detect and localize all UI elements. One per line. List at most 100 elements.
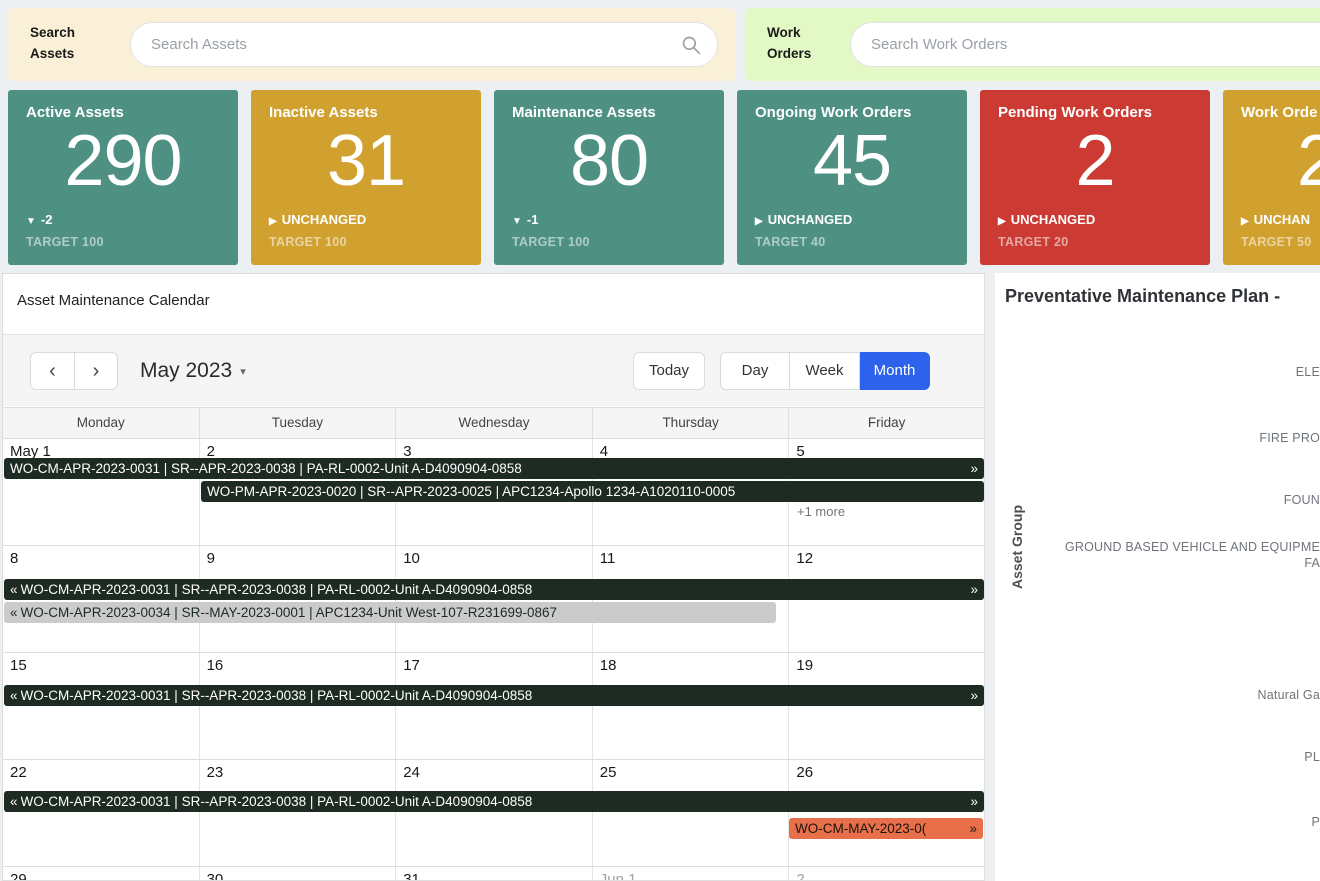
search-work-orders-field[interactable] <box>850 22 1320 67</box>
day-cell[interactable]: 19 <box>796 657 814 674</box>
triangle-right-icon: ▶ <box>755 216 763 227</box>
today-button[interactable]: Today <box>633 352 705 390</box>
chevron-down-icon: ▾ <box>240 366 246 378</box>
day-cell[interactable]: 16 <box>200 653 397 759</box>
day-header-monday: Monday <box>3 408 200 438</box>
preventative-maintenance-panel: Preventative Maintenance Plan - Asset Gr… <box>995 273 1320 881</box>
continues-left-icon: « <box>10 794 18 809</box>
kpi-value: 2 <box>1297 121 1320 201</box>
pm-category-label: FOUN <box>1283 493 1320 507</box>
search-work-orders-label: Work Orders <box>767 25 812 61</box>
calendar-event[interactable]: « WO-CM-APR-2023-0034 | SR--MAY-2023-000… <box>4 602 776 623</box>
day-cell[interactable]: May 1 <box>3 439 200 545</box>
kpi-title: Inactive Assets <box>269 104 378 121</box>
day-header-friday: Friday <box>867 415 906 430</box>
calendar-toolbar: ‹ › May 2023 ▾ Today Day Week Month <box>3 334 984 406</box>
calendar-event[interactable]: WO-PM-APR-2023-0020 | SR--APR-2023-0025 … <box>201 481 984 502</box>
triangle-right-icon: ▶ <box>1241 216 1249 227</box>
chevron-right-icon: › <box>92 360 100 382</box>
pm-y-axis-label: Asset Group <box>1009 505 1025 590</box>
day-header-tuesday: Tuesday <box>200 408 397 438</box>
kpi-card-work-orders[interactable]: Work Orde 2 ▶ UNCHAN TARGET 50 <box>1223 90 1320 265</box>
continues-right-icon: » <box>969 821 977 836</box>
pm-panel-title: Preventative Maintenance Plan - <box>1005 286 1281 306</box>
calendar-month-dropdown[interactable]: May 2023 ▾ <box>140 359 246 382</box>
pm-category-label: PL <box>1304 750 1320 764</box>
kpi-card-pending-work-orders[interactable]: Pending Work Orders 2 ▶ UNCHANGED TARGET … <box>980 90 1210 265</box>
view-day-button[interactable]: Day <box>720 352 790 390</box>
day-cell[interactable]: 29 <box>3 867 200 880</box>
kpi-target: TARGET 100 <box>26 235 104 249</box>
search-assets-field[interactable] <box>130 22 718 67</box>
view-switcher: Day Week Month <box>720 352 930 390</box>
day-cell-next-month[interactable]: 2 <box>796 871 805 881</box>
kpi-title: Work Orde <box>1241 104 1318 121</box>
view-month-button[interactable]: Month <box>860 352 930 390</box>
day-cell[interactable]: 26 <box>796 764 814 781</box>
kpi-delta-text: -2 <box>40 212 53 227</box>
day-header-thursday: Thursday <box>593 408 790 438</box>
kpi-value: 45 <box>812 121 892 201</box>
kpi-value: 80 <box>569 121 649 201</box>
day-cell[interactable]: 22 <box>3 760 200 866</box>
more-events-link[interactable]: +1 more <box>797 504 846 519</box>
calendar-week-row: 22 23 24 25 26 <box>3 759 984 866</box>
calendar-event[interactable]: WO-CM-MAY-2023-0( » <box>789 818 983 839</box>
day-cell[interactable]: 31 <box>396 867 593 880</box>
day-cell[interactable]: 5 <box>796 443 805 460</box>
day-cell[interactable]: 24 <box>396 760 593 866</box>
pm-category-label: Natural Ga <box>1257 688 1320 702</box>
day-cell[interactable]: 23 <box>200 760 397 866</box>
kpi-title: Active Assets <box>26 104 124 121</box>
calendar-event[interactable]: « WO-CM-APR-2023-0031 | SR--APR-2023-003… <box>4 579 984 600</box>
kpi-target: TARGET 50 <box>1241 235 1312 249</box>
kpi-delta-text: UNCHANGED <box>1010 212 1096 227</box>
kpi-card-inactive-assets[interactable]: Inactive Assets 31 ▶ UNCHANGED TARGET 100 <box>251 90 481 265</box>
search-icon[interactable] <box>681 35 701 55</box>
kpi-target: TARGET 100 <box>512 235 590 249</box>
day-cell[interactable]: 17 <box>396 653 593 759</box>
day-cell[interactable]: 18 <box>593 653 790 759</box>
search-work-orders-input[interactable] <box>871 23 1318 66</box>
kpi-delta-text: -1 <box>526 212 539 227</box>
search-assets-panel: Search Assets <box>8 8 735 81</box>
asset-maintenance-calendar-panel: Asset Maintenance Calendar ‹ › May 2023 ▾… <box>2 273 985 881</box>
day-header-wednesday: Wednesday <box>396 408 593 438</box>
calendar-next-button[interactable]: › <box>74 352 118 390</box>
kpi-card-ongoing-work-orders[interactable]: Ongoing Work Orders 45 ▶ UNCHANGED TARGET… <box>737 90 967 265</box>
calendar-event[interactable]: « WO-CM-APR-2023-0031 | SR--APR-2023-003… <box>4 791 984 812</box>
pm-category-label: GROUND BASED VEHICLE AND EQUIPME <box>1064 540 1320 554</box>
continues-left-icon: « <box>10 582 18 597</box>
day-cell[interactable]: 30 <box>200 867 397 880</box>
day-cell-next-month[interactable]: Jun 1 <box>593 867 790 880</box>
kpi-card-maintenance-assets[interactable]: Maintenance Assets 80 ▼ -1 TARGET 100 <box>494 90 724 265</box>
kpi-target: TARGET 20 <box>998 235 1069 249</box>
calendar-event[interactable]: « WO-CM-APR-2023-0031 | SR--APR-2023-003… <box>4 685 984 706</box>
continues-right-icon: » <box>970 582 978 597</box>
pm-category-label: FIRE PRO <box>1259 431 1320 445</box>
triangle-down-icon: ▼ <box>512 216 522 227</box>
day-cell[interactable]: 15 <box>3 653 200 759</box>
triangle-down-icon: ▼ <box>26 216 36 227</box>
triangle-right-icon: ▶ <box>998 216 1006 227</box>
kpi-target: TARGET 100 <box>269 235 347 249</box>
pm-category-label: FA <box>1304 556 1320 570</box>
day-cell[interactable]: 12 <box>796 550 814 567</box>
search-assets-input[interactable] <box>151 23 620 66</box>
kpi-delta-text: UNCHANGED <box>281 212 367 227</box>
view-week-button[interactable]: Week <box>790 352 860 390</box>
kpi-title: Maintenance Assets <box>512 104 656 121</box>
continues-right-icon: » <box>970 688 978 703</box>
triangle-right-icon: ▶ <box>269 216 277 227</box>
search-work-orders-panel: Work Orders <box>745 8 1320 81</box>
continues-left-icon: « <box>10 688 18 703</box>
calendar-prev-button[interactable]: ‹ <box>30 352 74 390</box>
kpi-card-active-assets[interactable]: Active Assets 290 ▼ -2 TARGET 100 <box>8 90 238 265</box>
calendar-event[interactable]: WO-CM-APR-2023-0031 | SR--APR-2023-0038 … <box>4 458 984 479</box>
calendar-week-row: 15 16 17 18 19 <box>3 652 984 759</box>
kpi-delta-text: UNCHANGED <box>767 212 853 227</box>
pm-category-label: ELE <box>1295 365 1320 379</box>
search-assets-label: Search Assets <box>30 25 76 61</box>
day-cell[interactable]: 25 <box>593 760 790 866</box>
